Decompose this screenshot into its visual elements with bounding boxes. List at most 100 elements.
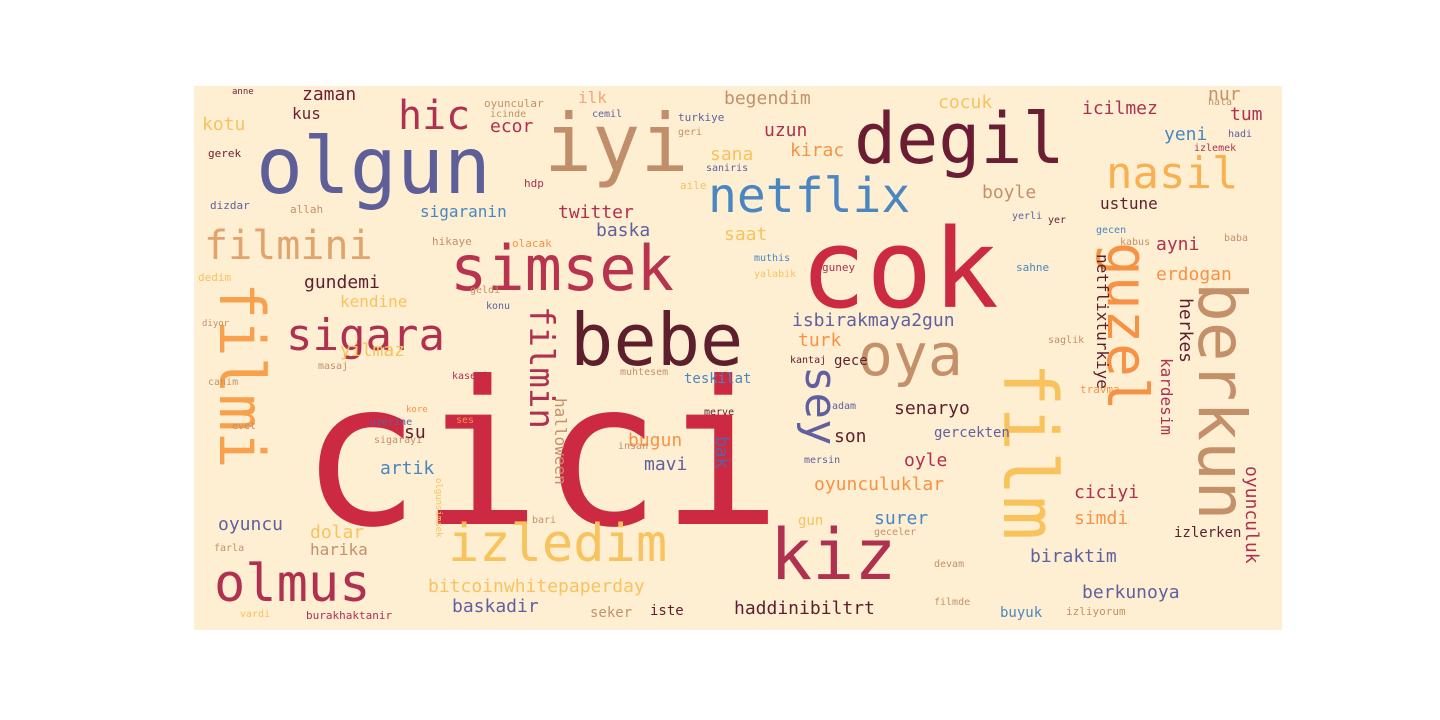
word-masaj: masaj [318, 361, 349, 372]
word-muhtesem: muhtesem [620, 367, 669, 378]
word-cloud: cici cok bebe simsek iyi degil olgun net… [194, 86, 1282, 630]
word-yilmaz: yilmaz [340, 340, 406, 361]
word-olgun: olgun [256, 122, 491, 212]
word-dolar: dolar [310, 522, 365, 543]
word-merve: merve [704, 407, 735, 418]
word-saglik: saglik [1048, 335, 1085, 346]
word-saat: saat [724, 224, 768, 245]
word-diyor: diyor [202, 319, 230, 329]
word-sigaranin: sigaranin [420, 202, 507, 221]
word-dizdar: dizdar [210, 199, 250, 212]
word-gerek: gerek [208, 147, 242, 160]
word-hic: hic [398, 93, 471, 139]
word-izlemek: izlemek [1194, 143, 1237, 154]
word-film: film [986, 362, 1072, 541]
word-geri: geri [678, 127, 703, 138]
word-turk: turk [798, 330, 842, 351]
word-ayni: ayni [1156, 234, 1200, 255]
word-yer: yer [1048, 215, 1067, 226]
word-begendim: begendim [724, 88, 811, 109]
word-geldi: geldi [470, 285, 501, 296]
word-baskadir: baskadir [452, 596, 539, 617]
word-cocuk: cocuk [938, 92, 993, 113]
word-oya: oya [858, 321, 963, 389]
word-geceler: geceler [874, 527, 917, 538]
word-gecen: gecen [1096, 225, 1127, 236]
word-aile: aile [680, 179, 707, 192]
word-oyuncu: oyuncu [218, 514, 284, 535]
word-filmini: filmini [204, 223, 373, 269]
word-halloween: halloween [551, 398, 570, 485]
word-vardi: vardi [240, 609, 271, 620]
word-bari: bari [532, 515, 557, 526]
word-boyle: boyle [982, 182, 1037, 203]
word-oyuncular: oyuncular [484, 97, 544, 110]
word-sigarayi: sigarayi [374, 435, 423, 446]
word-twitter: twitter [558, 202, 634, 223]
word-ecor: ecor [490, 116, 534, 137]
word-icinde: icinde [490, 109, 527, 120]
word-seker: seker [590, 605, 633, 621]
word-tum: tum [1230, 104, 1263, 125]
word-haddinibiltrt: haddinibiltrt [734, 598, 875, 619]
word-erdogan: erdogan [1156, 264, 1232, 285]
word-senaryo: senaryo [894, 398, 970, 419]
word-hala: hala [1208, 97, 1233, 108]
word-yeni: yeni [1164, 124, 1208, 145]
word-yalabik: yalabik [754, 269, 797, 280]
word-kendine: kendine [340, 292, 408, 311]
word-anne: anne [232, 87, 254, 97]
word-farla: farla [214, 543, 245, 554]
word-nasil: nasil [1106, 148, 1239, 199]
word-ustune: ustune [1100, 194, 1158, 213]
word-gercekten: gercekten [934, 425, 1010, 441]
word-icilmez: icilmez [1082, 98, 1158, 119]
word-harika: harika [310, 540, 368, 559]
word-kirac: kirac [790, 140, 845, 161]
word-izliyorum: izliyorum [1066, 605, 1126, 618]
word-simsek: simsek [450, 232, 674, 305]
word-teskilat: teskilat [684, 371, 752, 387]
word-herkes: herkes [1175, 298, 1196, 364]
word-kore: kore [406, 405, 428, 415]
word-sigara: sigara [286, 310, 445, 361]
word-gece: gece [834, 353, 868, 369]
word-olacak: olacak [512, 237, 552, 250]
word-turkiye: turkiye [678, 111, 725, 124]
word-iyi: iyi [544, 97, 689, 190]
word-kaseti: kaseti [452, 371, 489, 382]
word-filmde: filmde [934, 597, 971, 608]
word-cemil: cemil [592, 109, 623, 120]
word-netflix: netflix [708, 168, 911, 224]
word-burakhaktanir: burakhaktanir [306, 609, 393, 622]
word-kotu: kotu [202, 114, 246, 135]
word-sana: sana [710, 144, 754, 165]
word-gundemi: gundemi [304, 272, 380, 293]
word-artik: artik [380, 458, 435, 479]
word-olgunsimsek: olgunsimsek [433, 478, 443, 538]
word-ses: ses [456, 415, 475, 426]
word-biraktim: biraktim [1030, 546, 1117, 567]
word-kus: kus [292, 104, 321, 123]
word-hikaye: hikaye [432, 235, 472, 248]
word-cici: cici [300, 339, 782, 572]
word-cok: cok [800, 205, 999, 333]
word-olmus: olmus [214, 554, 371, 614]
word-isbirakmaya2gun: isbirakmaya2gun [792, 310, 955, 331]
word-bak: bak [711, 436, 732, 469]
word-mavi: mavi [644, 454, 688, 475]
word-baska: baska [596, 220, 651, 241]
word-evet: evet [232, 421, 257, 432]
word-surer: surer [874, 508, 929, 529]
word-buyuk: buyuk [1000, 605, 1043, 621]
word-hadi: hadi [1228, 129, 1253, 140]
word-allah: allah [290, 203, 324, 216]
word-hdp: hdp [524, 177, 544, 190]
word-iste: iste [650, 603, 684, 619]
word-oyunculuklar: oyunculuklar [814, 474, 945, 495]
word-nur: nur [1208, 86, 1241, 105]
word-izledim: izledim [448, 514, 668, 574]
word-oyunculuk: oyunculuk [1241, 466, 1262, 564]
word-bitcoinwhitepaperday: bitcoinwhitepaperday [428, 576, 645, 597]
word-mersin: mersin [804, 455, 841, 466]
